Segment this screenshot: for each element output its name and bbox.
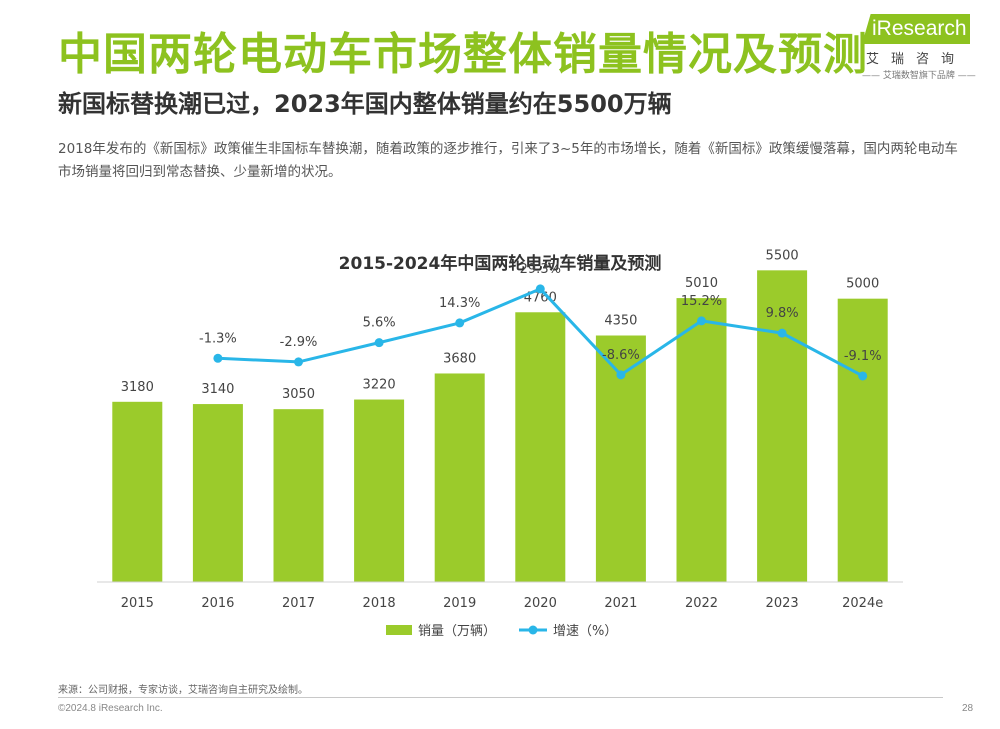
- bar-value-label: 5500: [766, 248, 799, 263]
- x-tick-label: 2022: [685, 596, 718, 611]
- growth-value-label: 9.8%: [766, 306, 799, 321]
- growth-point: [777, 328, 787, 338]
- growth-value-label: 14.3%: [439, 296, 480, 311]
- bar-value-label: 3140: [201, 382, 234, 397]
- page-title: 中国两轮电动车市场整体销量情况及预测: [58, 29, 868, 80]
- legend-bar-label: 销量（万辆）: [418, 624, 496, 639]
- x-tick-label: 2017: [282, 596, 315, 611]
- copyright: ©2024.8 iResearch Inc.: [58, 703, 163, 714]
- growth-point: [535, 284, 545, 294]
- sales-bar: [837, 298, 888, 582]
- growth-point: [455, 318, 465, 328]
- growth-value-label: -9.1%: [844, 349, 882, 364]
- growth-value-label: 29.3%: [520, 262, 561, 277]
- sales-bar: [515, 312, 566, 582]
- sales-bar: [192, 404, 243, 582]
- sales-bar: [757, 270, 808, 582]
- growth-point: [858, 371, 868, 381]
- bar-value-label: 3050: [282, 387, 315, 402]
- growth-point: [294, 357, 303, 367]
- bar-value-label: 3220: [363, 378, 396, 393]
- sales-bar: [676, 298, 727, 582]
- sales-bar: [273, 409, 324, 582]
- logo-cn-name: 艾瑞咨询: [866, 52, 967, 67]
- legend-line-label: 增速（%）: [553, 624, 617, 639]
- x-tick-label: 2015: [121, 596, 154, 611]
- x-tick-label: 2018: [363, 596, 396, 611]
- source-note: 来源：公司财报，专家访谈，艾瑞咨询自主研究及绘制。: [58, 685, 308, 696]
- legend-bar-swatch: [386, 625, 412, 635]
- growth-point: [213, 353, 223, 363]
- x-tick-label: 2021: [604, 596, 637, 611]
- growth-value-label: 5.6%: [363, 316, 396, 331]
- logo-slogan: —— 艾瑞数智旗下品牌 ——: [862, 71, 976, 81]
- bar-value-label: 4350: [604, 314, 637, 329]
- sales-bar: [434, 373, 485, 582]
- x-tick-label: 2023: [766, 596, 799, 611]
- logo-badge: [862, 14, 970, 44]
- sales-bar: [112, 401, 163, 582]
- growth-point: [616, 370, 626, 380]
- logo-wordmark: iResearch: [872, 17, 967, 40]
- growth-value-label: -8.6%: [602, 348, 640, 363]
- page-subtitle: 新国标替换潮已过，2023年国内整体销量约在5500万辆: [58, 90, 672, 118]
- footer-divider: [58, 697, 943, 698]
- bar-value-label: 5000: [846, 277, 879, 292]
- legend-line-marker: [528, 625, 538, 635]
- growth-point: [697, 316, 706, 326]
- growth-value-label: -1.3%: [199, 331, 237, 346]
- bar-value-label: 3180: [121, 380, 154, 395]
- growth-point: [374, 338, 384, 348]
- x-tick-label: 2019: [443, 596, 476, 611]
- page-number: 28: [962, 703, 974, 714]
- page-description: 2018年发布的《新国标》政策催生非国标车替换潮，随着政策的逐步推行，引来了3~…: [58, 141, 958, 180]
- bar-value-label: 3680: [443, 351, 476, 366]
- x-tick-label: 2020: [524, 596, 557, 611]
- sales-bar: [354, 399, 405, 582]
- x-tick-label: 2024e: [842, 596, 883, 611]
- x-tick-label: 2016: [201, 596, 234, 611]
- bar-value-label: 5010: [685, 276, 718, 291]
- growth-value-label: -2.9%: [280, 335, 318, 350]
- iresearch-logo: iResearch 艾瑞咨询 —— 艾瑞数智旗下品牌 ——: [862, 14, 976, 84]
- growth-value-label: 15.2%: [681, 294, 722, 309]
- chart-title: 2015-2024年中国两轮电动车销量及预测: [339, 253, 662, 274]
- sales-chart: 2015-2024年中国两轮电动车销量及预测 3180 3140 3050 3220 3…: [97, 248, 903, 639]
